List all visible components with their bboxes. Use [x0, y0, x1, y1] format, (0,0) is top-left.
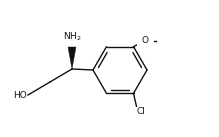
Text: HO: HO	[13, 91, 27, 99]
Polygon shape	[68, 47, 76, 69]
Text: Cl: Cl	[136, 107, 145, 116]
Text: NH$_2$: NH$_2$	[63, 31, 81, 43]
Text: O: O	[142, 36, 149, 45]
